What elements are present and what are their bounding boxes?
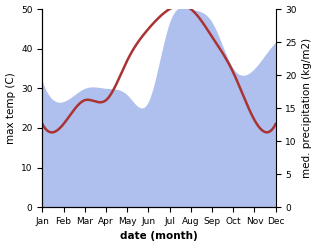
X-axis label: date (month): date (month) bbox=[120, 231, 198, 242]
Y-axis label: max temp (C): max temp (C) bbox=[5, 72, 16, 144]
Y-axis label: med. precipitation (kg/m2): med. precipitation (kg/m2) bbox=[302, 38, 313, 178]
